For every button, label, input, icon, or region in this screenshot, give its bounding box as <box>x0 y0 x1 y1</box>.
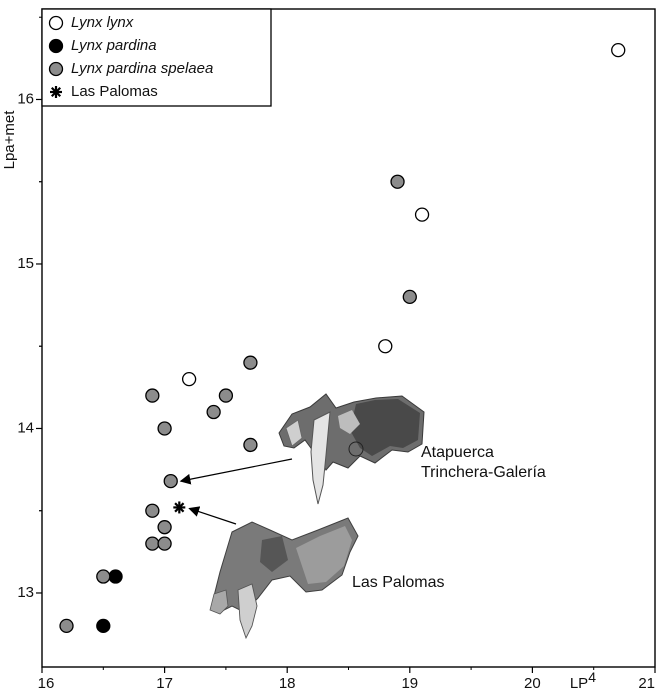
data-point-series-2 <box>243 355 258 370</box>
x-tick-label: 21 <box>638 675 655 692</box>
data-point-series-2 <box>390 174 405 189</box>
x-axis-title-superscript: 4 <box>588 669 596 685</box>
legend-entry-label: Lynx pardina <box>71 37 157 54</box>
atapuerca-specimen-image <box>278 393 425 505</box>
x-axis-title: LP4 <box>570 669 596 692</box>
legend-entry-label: Lynx pardina spelaea <box>71 60 213 77</box>
annotation-label: Las Palomas <box>352 574 445 591</box>
x-tick-label: 18 <box>279 675 296 692</box>
atapuerca-specimen-shadow <box>350 399 420 456</box>
atapuerca-foramen <box>348 441 364 457</box>
legend-entry-label: Lynx lynx <box>71 14 134 31</box>
data-point-series-0 <box>611 42 626 58</box>
x-axis-title-text: LP <box>570 675 588 692</box>
data-point-series-1 <box>108 569 123 584</box>
plot-area: 16 17 18 19 20 21 13 14 15 16 LP4 Lpa+met Atapuerca T… <box>1 8 656 692</box>
x-tick-label: 16 <box>38 675 55 692</box>
las-palomas-canine-tooth <box>237 583 258 640</box>
data-point-series-2 <box>206 404 221 420</box>
annotation-arrow <box>188 506 237 525</box>
legend-marker <box>48 61 64 77</box>
data-point-series-0 <box>378 339 393 354</box>
annotation-label: Trinchera-Galería <box>421 464 546 481</box>
data-point-series-0 <box>181 371 197 387</box>
las-palomas-specimen-image <box>209 517 359 640</box>
legend-marker <box>50 86 62 98</box>
data-point-series-2 <box>157 421 172 436</box>
las-palomas-specimen-highlight <box>296 526 352 584</box>
legend-box <box>41 8 272 107</box>
data-point-series-2 <box>157 536 172 551</box>
data-point-series-2 <box>96 569 111 584</box>
atapuerca-canine-tooth <box>310 411 331 505</box>
data-point-series-2 <box>59 618 74 634</box>
data-point-series-2 <box>163 473 178 489</box>
las-palomas-incisor <box>209 589 229 615</box>
data-point-series-2 <box>218 388 234 403</box>
data-point-series-2 <box>243 437 258 453</box>
asterisk-stroke <box>50 86 62 98</box>
x-tick-label: 20 <box>524 675 541 692</box>
annotation-label: Atapuerca <box>421 444 494 461</box>
data-point-series-2 <box>145 388 160 403</box>
atapuerca-highlight <box>338 410 360 434</box>
y-tick-label: 16 <box>17 90 34 107</box>
annotation-arrow <box>179 458 293 485</box>
legend-marker <box>48 38 64 54</box>
data-point-series-0 <box>414 207 430 222</box>
las-palomas-shadow <box>260 536 288 572</box>
y-tick-label: 13 <box>17 584 34 601</box>
x-tick-label: 17 <box>156 675 173 692</box>
x-tick-label: 19 <box>401 675 418 692</box>
legend-entry-label: Las Palomas <box>71 83 158 100</box>
legend-marker <box>48 15 64 31</box>
atapuerca-incisor <box>285 419 303 447</box>
data-point-series-1 <box>96 618 111 634</box>
data-point-series-2 <box>402 289 417 305</box>
data-point-series-2 <box>145 536 160 551</box>
data-point-series-3 <box>173 501 186 514</box>
data-point-series-2 <box>145 503 160 518</box>
y-tick-label: 14 <box>17 419 34 436</box>
y-axis-title: Lpa+met <box>1 110 18 170</box>
data-point-series-2 <box>157 520 172 535</box>
asterisk-stroke <box>174 502 185 513</box>
y-tick-label: 15 <box>17 255 34 272</box>
